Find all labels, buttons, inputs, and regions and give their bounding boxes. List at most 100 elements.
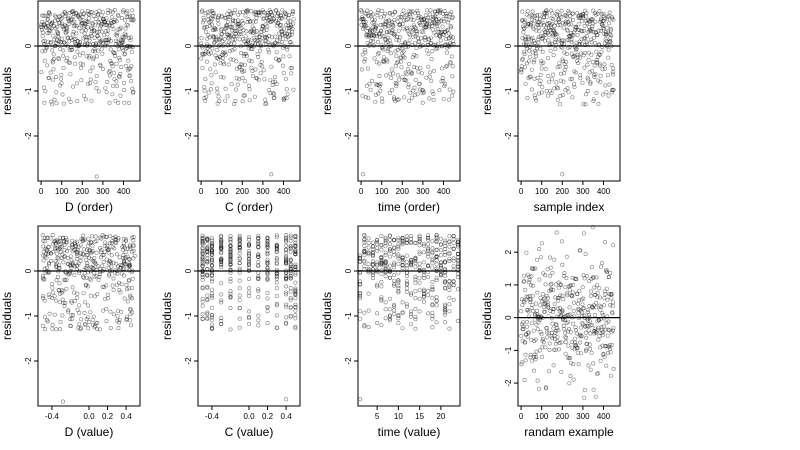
data-point <box>92 256 97 261</box>
data-point <box>417 249 422 254</box>
data-point <box>536 320 541 325</box>
data-point <box>101 308 106 313</box>
data-point <box>571 308 576 313</box>
data-point <box>285 92 290 97</box>
data-point <box>293 288 298 293</box>
data-point <box>374 25 379 30</box>
data-point <box>455 318 460 323</box>
data-point <box>592 312 597 317</box>
data-point <box>76 39 81 44</box>
data-point <box>555 97 560 102</box>
data-point <box>79 29 84 34</box>
data-point <box>438 236 443 241</box>
data-point <box>200 299 205 304</box>
data-point <box>400 75 405 80</box>
data-point <box>222 62 227 67</box>
data-point <box>247 293 252 298</box>
data-point <box>385 59 390 64</box>
data-point <box>106 265 111 270</box>
data-point <box>406 82 411 87</box>
data-point <box>238 10 243 15</box>
data-point <box>256 287 261 292</box>
data-point <box>358 397 363 402</box>
data-point <box>271 17 276 22</box>
data-point <box>554 328 559 333</box>
data-point <box>555 65 560 70</box>
data-point <box>240 18 245 23</box>
data-point <box>108 38 113 43</box>
data-point <box>430 310 435 315</box>
data-point <box>293 302 298 307</box>
data-point <box>438 260 443 265</box>
data-point <box>540 35 545 40</box>
data-point <box>554 42 559 47</box>
x-tick-label: 200 <box>396 187 410 196</box>
data-point <box>117 41 122 46</box>
data-point <box>574 46 579 51</box>
data-point <box>601 312 606 317</box>
data-point <box>256 264 261 269</box>
data-point <box>387 233 392 238</box>
data-point <box>527 278 532 283</box>
data-point <box>523 358 528 363</box>
data-point <box>118 290 123 295</box>
data-point <box>582 50 587 55</box>
data-point <box>265 296 270 301</box>
data-point <box>605 73 610 78</box>
data-point <box>406 61 411 66</box>
data-point <box>237 255 242 260</box>
data-point <box>66 309 71 314</box>
data-point <box>387 269 392 274</box>
data-point <box>603 292 608 297</box>
data-point <box>90 234 95 239</box>
data-point <box>212 62 217 67</box>
data-point <box>130 8 135 13</box>
data-point <box>594 58 599 63</box>
data-point <box>532 58 537 63</box>
data-point <box>577 55 582 60</box>
data-point <box>370 247 375 252</box>
data-point <box>528 299 533 304</box>
data-point <box>595 327 600 332</box>
data-point <box>265 261 270 266</box>
data-point <box>244 53 249 58</box>
data-point <box>107 73 112 78</box>
data-point <box>366 308 371 313</box>
data-point <box>545 10 550 15</box>
data-point <box>239 25 244 30</box>
data-point <box>610 15 615 20</box>
data-point <box>242 93 247 98</box>
data-point <box>608 26 613 31</box>
data-point <box>526 36 531 41</box>
x-tick-label: 0.2 <box>102 412 114 421</box>
data-point <box>548 308 553 313</box>
data-point <box>381 14 386 19</box>
data-point <box>46 75 51 80</box>
data-point <box>129 79 134 84</box>
data-point <box>426 233 431 238</box>
data-point <box>63 235 68 240</box>
data-point <box>116 14 121 19</box>
data-point <box>370 12 375 17</box>
data-point <box>128 293 133 298</box>
data-point <box>596 371 601 376</box>
data-point <box>434 233 439 238</box>
data-point <box>92 323 97 328</box>
data-point <box>256 289 261 294</box>
data-point <box>576 15 581 20</box>
data-point <box>387 275 392 280</box>
data-point <box>59 255 64 260</box>
data-point <box>575 292 580 297</box>
data-point <box>392 265 397 270</box>
data-point <box>417 288 422 293</box>
data-point <box>401 49 406 54</box>
data-point <box>401 18 406 23</box>
data-point <box>122 100 127 105</box>
data-point <box>560 293 565 298</box>
data-point <box>603 344 608 349</box>
data-point <box>246 39 251 44</box>
data-point <box>547 255 552 260</box>
data-point <box>556 36 561 41</box>
data-point <box>563 13 568 18</box>
data-point <box>360 93 365 98</box>
